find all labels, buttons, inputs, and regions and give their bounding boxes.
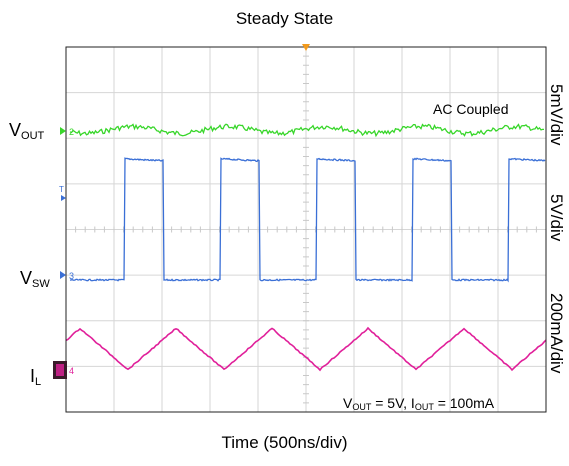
vsw-scale-label: 5V/div	[547, 194, 566, 242]
vout-trace	[69, 123, 544, 138]
il-label: IL	[30, 366, 42, 388]
ch2-marker-number: 2	[69, 127, 74, 137]
vout-label: VOUT	[9, 120, 45, 142]
trigger-level-label: T	[59, 185, 64, 194]
ch3-marker-number: 3	[69, 271, 74, 281]
grid	[65, 46, 546, 413]
traces	[65, 123, 547, 372]
ch4-marker-number: 4	[69, 366, 74, 376]
conditions-annotation: VOUT = 5V, IOUT = 100mA	[343, 395, 495, 412]
x-axis-label: Time (500ns/div)	[221, 433, 348, 452]
trigger-marker	[302, 44, 310, 51]
il-trace	[65, 326, 547, 372]
ch2-marker-arrow	[60, 127, 66, 135]
vsw-label: VSW	[20, 268, 50, 290]
chart-title: Steady State	[235, 9, 334, 28]
trigger-level-arrow	[61, 195, 66, 201]
coupling-annotation: AC Coupled	[433, 101, 509, 117]
channel-markers: 2 3 4 T	[53, 127, 74, 379]
ch3-marker-arrow	[60, 271, 66, 279]
ch4-marker-box-inner	[56, 364, 64, 376]
vsw-trace	[69, 157, 546, 283]
vout-scale-label: 5mV/div	[547, 84, 566, 146]
il-scale-label: 200mA/div	[547, 293, 566, 374]
